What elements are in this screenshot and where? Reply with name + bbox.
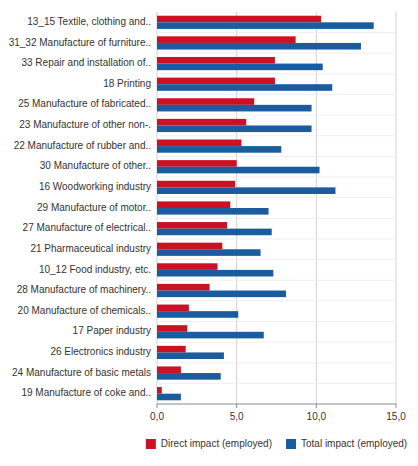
bar xyxy=(157,78,275,85)
legend-item: Direct impact (employed) xyxy=(146,438,272,449)
category-label: 19 Manufacture of coke and.. xyxy=(21,387,151,398)
chart: 13_15 Textile, clothing and.. 31_32 Manuf… xyxy=(0,0,418,466)
x-tick-label: 5,0 xyxy=(230,411,244,422)
category-label: 33 Repair and installation of.. xyxy=(21,57,151,68)
group-separator xyxy=(157,94,396,95)
group-separator xyxy=(157,73,396,74)
group-separator xyxy=(157,238,396,239)
category-label: 21 Pharmaceutical industry xyxy=(30,243,151,254)
y-axis-labels: 13_15 Textile, clothing and.. 31_32 Manuf… xyxy=(9,16,151,398)
bar xyxy=(157,311,238,318)
bar xyxy=(157,98,254,105)
bar xyxy=(157,366,181,373)
group-separator xyxy=(157,383,396,384)
legend: Direct impact (employed) Total impact (em… xyxy=(146,438,407,449)
category-label: 30 Manufacture of other.. xyxy=(40,160,151,171)
category-label: 28 Manufacture of machinery.. xyxy=(17,284,151,295)
bar xyxy=(157,373,221,380)
group-separator xyxy=(157,362,396,363)
bar xyxy=(157,84,332,91)
bar xyxy=(157,346,186,353)
bar xyxy=(157,64,323,71)
bar xyxy=(157,243,222,250)
x-tick xyxy=(157,404,158,408)
legend-item: Total impact (employed) xyxy=(286,438,407,449)
x-axis: 0,0 5,0 10,0 15,0 xyxy=(150,404,406,422)
bars xyxy=(157,16,374,401)
group-separator xyxy=(157,32,396,33)
bar xyxy=(157,208,269,215)
grid-line xyxy=(396,12,397,404)
bar xyxy=(157,119,246,126)
bar xyxy=(157,332,264,339)
bar xyxy=(157,181,235,188)
category-label: 13_15 Textile, clothing and.. xyxy=(27,16,151,27)
category-label: 23 Manufacture of other non-. xyxy=(19,119,151,130)
bar xyxy=(157,305,189,312)
x-tick-label: 15,0 xyxy=(386,411,406,422)
bar xyxy=(157,394,181,401)
category-label: 16 Woodworking industry xyxy=(39,181,151,192)
bar xyxy=(157,201,230,208)
bar xyxy=(157,284,210,291)
bar xyxy=(157,167,320,174)
group-separator xyxy=(157,177,396,178)
grid xyxy=(157,12,396,404)
x-tick xyxy=(316,404,317,408)
group-separator xyxy=(157,280,396,281)
x-axis-line xyxy=(157,404,396,405)
category-label: 25 Manufacture of fabricated.. xyxy=(18,98,151,109)
bar xyxy=(157,16,321,23)
bar xyxy=(157,140,241,147)
x-tick-label: 0,0 xyxy=(150,411,164,422)
category-label: 10_12 Food industry, etc. xyxy=(39,264,151,275)
group-separator xyxy=(157,342,396,343)
legend-label: Total impact (employed) xyxy=(301,438,407,449)
legend-swatch xyxy=(286,439,296,449)
bar xyxy=(157,291,286,298)
group-separator xyxy=(157,218,396,219)
group-separator xyxy=(157,115,396,116)
separators xyxy=(157,33,396,384)
category-label: 24 Manufacture of basic metals xyxy=(12,367,151,378)
bar xyxy=(157,249,261,256)
grid-line xyxy=(316,12,317,404)
bar xyxy=(157,325,187,332)
group-separator xyxy=(157,259,396,260)
bar xyxy=(157,352,224,359)
category-label: 29 Manufacture of motor.. xyxy=(37,202,151,213)
x-tick xyxy=(236,404,237,408)
legend-label: Direct impact (employed) xyxy=(161,438,272,449)
bar xyxy=(157,36,296,43)
x-tick xyxy=(396,404,397,408)
bar xyxy=(157,125,312,132)
bar xyxy=(157,229,272,236)
bar xyxy=(157,222,227,229)
bar xyxy=(157,57,275,64)
bar xyxy=(157,187,335,194)
bar xyxy=(157,105,312,112)
bar xyxy=(157,22,374,29)
category-label: 22 Manufacture of rubber and.. xyxy=(14,140,151,151)
bar xyxy=(157,43,361,50)
category-label: 18 Printing xyxy=(103,78,151,89)
x-tick-label: 10,0 xyxy=(307,411,327,422)
group-separator xyxy=(157,300,396,301)
group-separator xyxy=(157,197,396,198)
category-label: 27 Manufacture of electrical.. xyxy=(23,222,151,233)
legend-swatch xyxy=(146,439,156,449)
category-label: 31_32 Manufacture of furniture.. xyxy=(9,37,151,48)
category-label: 17 Paper industry xyxy=(73,325,151,336)
bar xyxy=(157,387,162,394)
group-separator xyxy=(157,135,396,136)
bar xyxy=(157,160,237,167)
group-separator xyxy=(157,53,396,54)
category-label: 26 Electronics industry xyxy=(50,346,151,357)
bar xyxy=(157,263,218,270)
category-label: 20 Manufacture of chemicals.. xyxy=(18,305,151,316)
bar xyxy=(157,270,273,277)
bar xyxy=(157,146,281,153)
group-separator xyxy=(157,321,396,322)
group-separator xyxy=(157,156,396,157)
